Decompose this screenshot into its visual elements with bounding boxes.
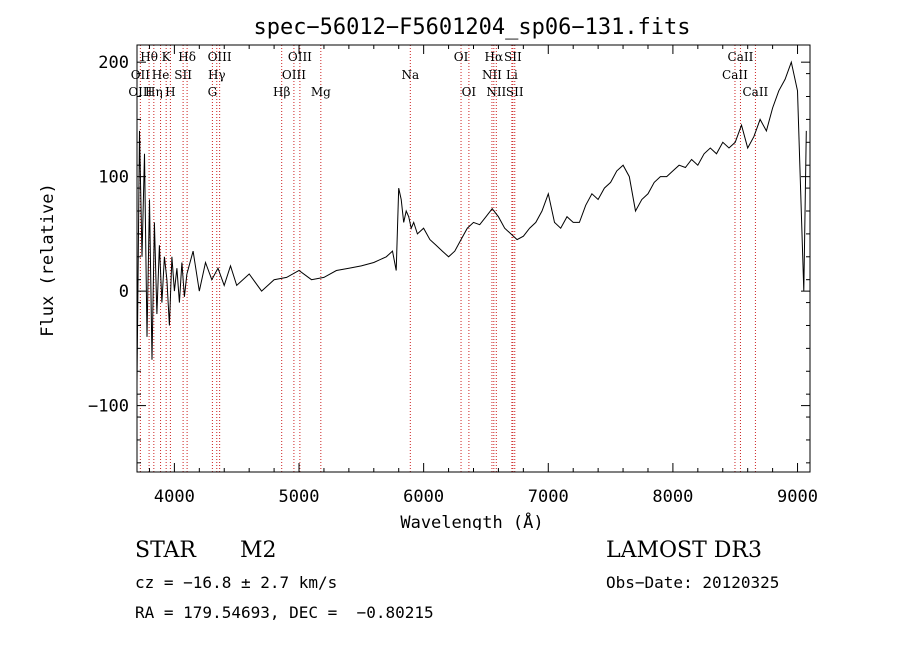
line-label-20: NII — [482, 68, 502, 82]
x-axis-label: Wavelength (Å) — [400, 511, 543, 530]
object-subclass: M2 — [240, 538, 277, 563]
line-label-22: SII — [504, 50, 522, 64]
line-label-4: Hη — [145, 85, 163, 99]
x-tick-label-4: 8000 — [652, 487, 693, 507]
line-label-6: H — [165, 85, 175, 99]
line-label-7: SII — [174, 68, 192, 82]
spectral-line-markers — [139, 45, 756, 472]
x-axis-ticks: 4000 5000 6000 7000 8000 9000 — [148, 45, 818, 507]
line-label-9: OIII — [208, 50, 232, 64]
line-label-1: OII — [131, 68, 151, 82]
x-tick-label-2: 6000 — [403, 487, 444, 507]
y-tick-label-3: 200 — [98, 53, 129, 73]
y-tick-label-1: 0 — [119, 282, 129, 302]
line-label-0: Hθ — [140, 50, 158, 64]
survey-name: LAMOST DR3 — [606, 538, 762, 563]
line-label-15: Mg — [311, 85, 331, 99]
line-label-21: NII — [486, 85, 506, 99]
obs-date-text: Obs−Date: 20120325 — [606, 573, 780, 592]
y-axis-label: Flux (relative) — [38, 183, 58, 337]
line-label-11: G — [208, 85, 218, 99]
coordinates-text: RA = 179.54693, DEC = −0.80215 — [135, 603, 434, 622]
object-class: STAR — [135, 538, 196, 563]
redshift-text: cz = −16.8 ± 2.7 km/s — [135, 573, 338, 592]
line-label-16: Na — [401, 68, 419, 82]
x-tick-label-3: 7000 — [528, 487, 569, 507]
y-tick-label-2: 100 — [98, 168, 129, 188]
spectrum-chart: spec−56012−F5601204_sp06−131.fits Hθ OII O… — [38, 15, 818, 530]
line-label-14: OIII — [288, 50, 312, 64]
line-label-3: He — [152, 68, 170, 82]
line-label-24: SII — [506, 85, 524, 99]
line-label-18: OI — [462, 85, 477, 99]
line-label-23: Li — [506, 68, 518, 82]
line-label-12: Hβ — [273, 85, 290, 99]
line-label-17: OI — [454, 50, 469, 64]
flux-series-line — [136, 60, 807, 383]
line-label-27: CaII — [742, 85, 768, 99]
line-label-10: Hγ — [208, 68, 226, 82]
line-label-8: Hδ — [178, 50, 196, 64]
x-tick-label-0: 4000 — [154, 487, 195, 507]
line-label-19: Hα — [485, 50, 504, 64]
chart-title: spec−56012−F5601204_sp06−131.fits — [253, 15, 690, 40]
line-label-13: OIII — [282, 68, 306, 82]
line-label-5: K — [162, 50, 172, 64]
line-label-2: OIII — [128, 85, 152, 99]
x-tick-label-1: 5000 — [279, 487, 320, 507]
plot-frame — [136, 44, 811, 473]
line-label-26: CaII — [722, 68, 748, 82]
y-tick-label-0: −100 — [88, 397, 129, 417]
x-tick-label-5: 9000 — [777, 487, 818, 507]
y-axis-ticks: −100 0 100 200 — [88, 53, 810, 464]
line-label-25: CaII — [728, 50, 754, 64]
